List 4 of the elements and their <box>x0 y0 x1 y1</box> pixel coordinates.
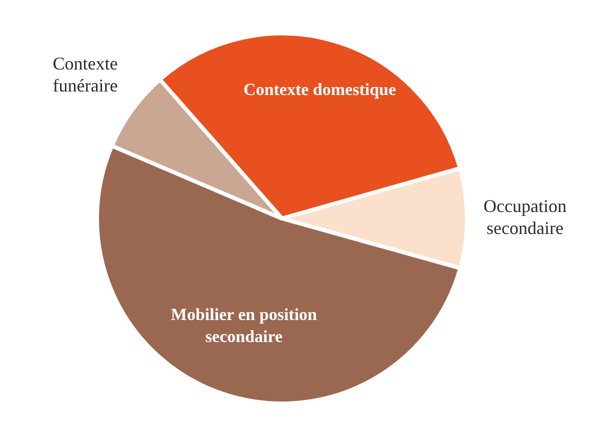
slice-label: Mobilier en position secondaire <box>170 305 318 346</box>
slice-label: Occupation secondaire <box>484 196 566 238</box>
slice-label: Contexte funéraire <box>52 54 118 96</box>
slice-label: Contexte domestique <box>244 80 396 100</box>
